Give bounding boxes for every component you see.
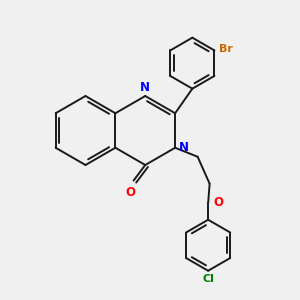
- Text: Cl: Cl: [202, 274, 214, 284]
- Text: N: N: [179, 141, 189, 154]
- Text: O: O: [214, 196, 224, 209]
- Text: O: O: [126, 186, 136, 199]
- Text: N: N: [140, 81, 150, 94]
- Text: Br: Br: [219, 44, 233, 54]
